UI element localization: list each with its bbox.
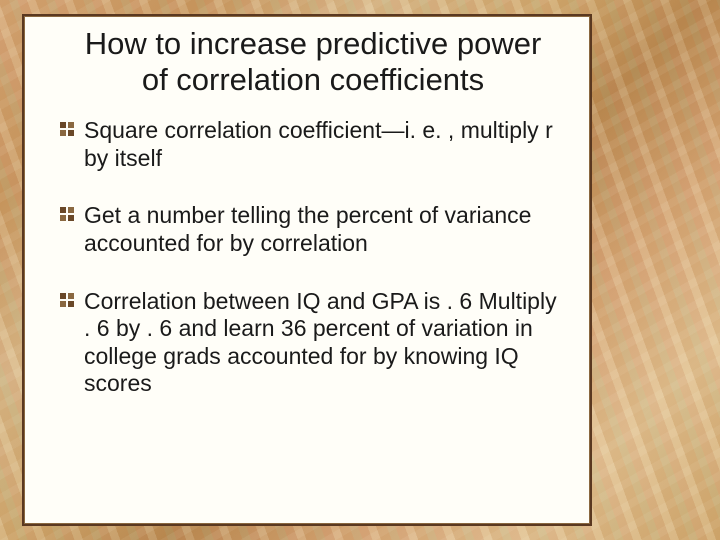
content-panel: How to increase predictive power of corr… xyxy=(22,14,592,526)
bullet-text: Get a number telling the percent of vari… xyxy=(84,202,531,256)
bullet-icon xyxy=(60,207,74,221)
bullet-icon xyxy=(60,122,74,136)
list-item: Get a number telling the percent of vari… xyxy=(60,202,564,257)
slide: How to increase predictive power of corr… xyxy=(0,0,720,540)
bullet-list: Square correlation coefficient—i. e. , m… xyxy=(52,117,564,398)
slide-title: How to increase predictive power of corr… xyxy=(52,26,564,117)
list-item: Correlation between IQ and GPA is . 6 Mu… xyxy=(60,288,564,398)
list-item: Square correlation coefficient—i. e. , m… xyxy=(60,117,564,172)
bullet-text: Square correlation coefficient—i. e. , m… xyxy=(84,117,553,171)
bullet-icon xyxy=(60,293,74,307)
bullet-text: Correlation between IQ and GPA is . 6 Mu… xyxy=(84,288,557,397)
